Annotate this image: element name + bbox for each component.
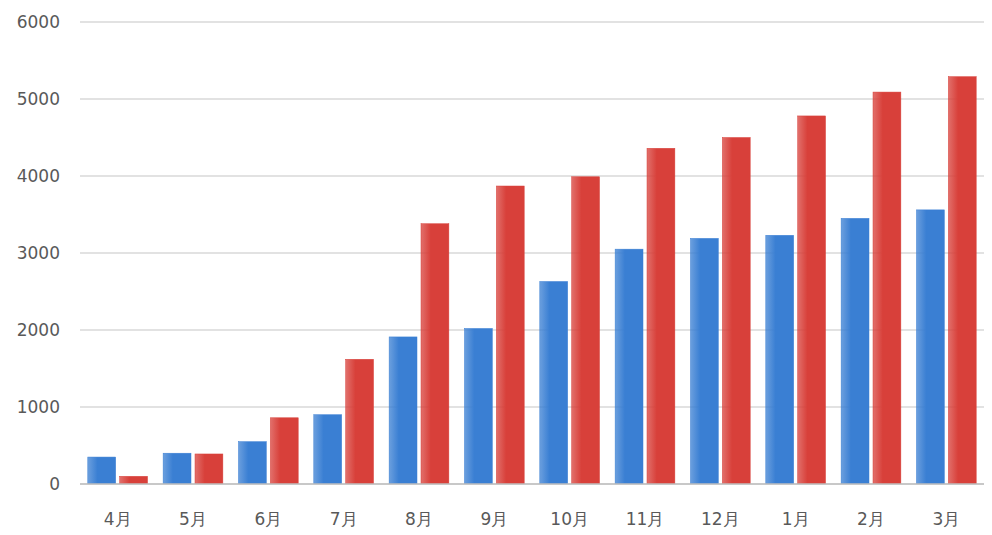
y-tick-label: 3000 <box>17 243 60 263</box>
bar <box>120 476 148 484</box>
grid-line <box>80 98 984 100</box>
chart: 0 1000 2000 3000 4000 5000 6000 4月 5月 6月 7月 8月 9月 10月… <box>0 0 992 535</box>
grid-line <box>80 21 984 23</box>
bar <box>873 92 901 484</box>
bar <box>270 418 298 484</box>
bar <box>163 453 191 484</box>
bar <box>421 224 449 484</box>
x-tick-label: 1月 <box>782 509 810 529</box>
bar <box>195 454 223 484</box>
x-tick-label: 3月 <box>932 509 960 529</box>
x-tick-label: 2月 <box>857 509 885 529</box>
x-tick-label: 4月 <box>104 509 132 529</box>
bars <box>88 77 976 484</box>
grid-line <box>80 483 984 485</box>
x-tick-label: 6月 <box>254 509 282 529</box>
x-axis-line <box>80 483 984 485</box>
bar <box>314 415 342 484</box>
x-tick-label: 10月 <box>550 509 589 529</box>
y-tick-label: 2000 <box>17 320 60 340</box>
x-tick-label: 8月 <box>405 509 433 529</box>
bar <box>916 210 944 484</box>
bar <box>690 238 718 484</box>
x-tick-label: 12月 <box>701 509 740 529</box>
x-tick-label: 5月 <box>179 509 207 529</box>
bar <box>615 249 643 484</box>
x-tick-label: 11月 <box>626 509 665 529</box>
bar <box>88 457 116 484</box>
y-tick-label: 1000 <box>17 397 60 417</box>
bar <box>572 177 600 484</box>
bar <box>766 235 794 484</box>
bar <box>948 77 976 484</box>
bar <box>841 218 869 484</box>
bar <box>647 148 675 484</box>
bar <box>389 337 417 484</box>
x-tick-label: 9月 <box>480 509 508 529</box>
bar <box>464 328 492 484</box>
y-tick-label: 5000 <box>17 89 60 109</box>
bar <box>722 138 750 485</box>
y-tick-label: 6000 <box>17 12 60 32</box>
bar <box>346 359 374 484</box>
y-tick-label: 4000 <box>17 166 60 186</box>
bar <box>798 116 826 484</box>
bar <box>238 442 266 484</box>
grid-line <box>80 175 984 177</box>
bar <box>496 186 524 484</box>
bar <box>540 281 568 484</box>
y-tick-label: 0 <box>49 474 60 494</box>
x-tick-label: 7月 <box>330 509 358 529</box>
